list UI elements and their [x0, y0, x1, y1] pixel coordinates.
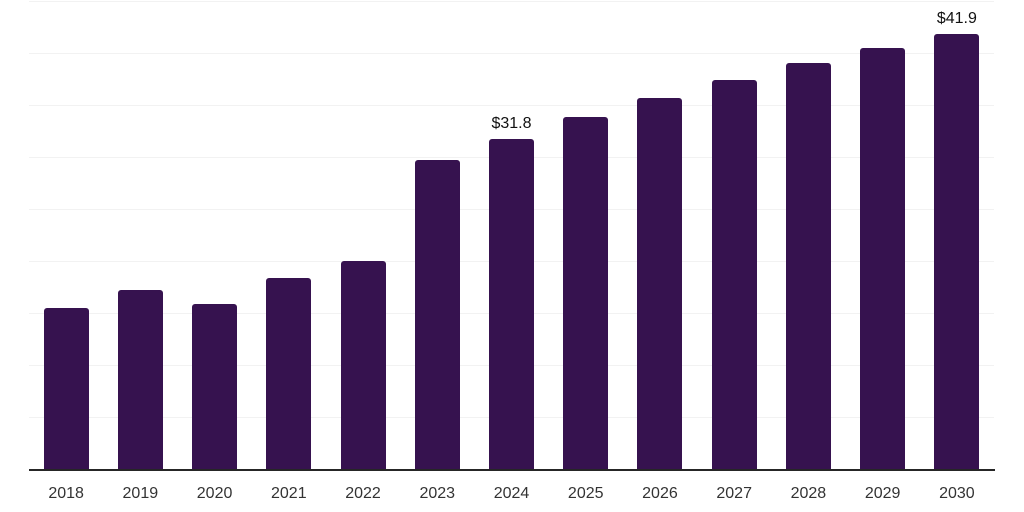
bar-2021	[266, 278, 312, 470]
x-tick-label-2024: 2024	[493, 485, 530, 502]
x-tick-label-2022: 2022	[345, 485, 381, 502]
value-label-2030: $41.9	[936, 9, 977, 27]
bar-2022	[340, 260, 386, 470]
x-tick-label-2019: 2019	[122, 485, 159, 502]
value-label-2024: $31.8	[491, 114, 532, 132]
gridline-45	[29, 1, 994, 2]
x-tick-label-2027: 2027	[716, 485, 752, 502]
x-tick-label-2026: 2026	[642, 485, 678, 502]
x-tick-label-2029: 2029	[864, 485, 901, 502]
bar-2019	[117, 289, 163, 470]
bar-2020	[192, 304, 238, 470]
x-tick-label-2020: 2020	[196, 485, 233, 502]
bar-2023	[414, 159, 460, 470]
x-tick-label-2018: 2018	[48, 485, 84, 502]
gridline-35	[29, 105, 994, 107]
bar-2027	[711, 79, 757, 470]
bar-2028	[785, 62, 831, 470]
bar-2024	[489, 138, 534, 470]
x-tick-label-2030: 2030	[939, 485, 975, 502]
x-tick-label-2021: 2021	[271, 485, 307, 502]
x-axis-line	[29, 469, 995, 471]
x-tick-label-2028: 2028	[790, 485, 827, 502]
bar-2026	[637, 98, 683, 470]
x-tick-label-2023: 2023	[419, 485, 456, 502]
bar-2018	[43, 307, 89, 470]
bar-2029	[860, 48, 906, 470]
bar-2030	[934, 33, 980, 470]
x-tick-label-2025: 2025	[567, 485, 604, 502]
gridline-40	[29, 53, 994, 55]
bar-2025	[563, 117, 609, 470]
